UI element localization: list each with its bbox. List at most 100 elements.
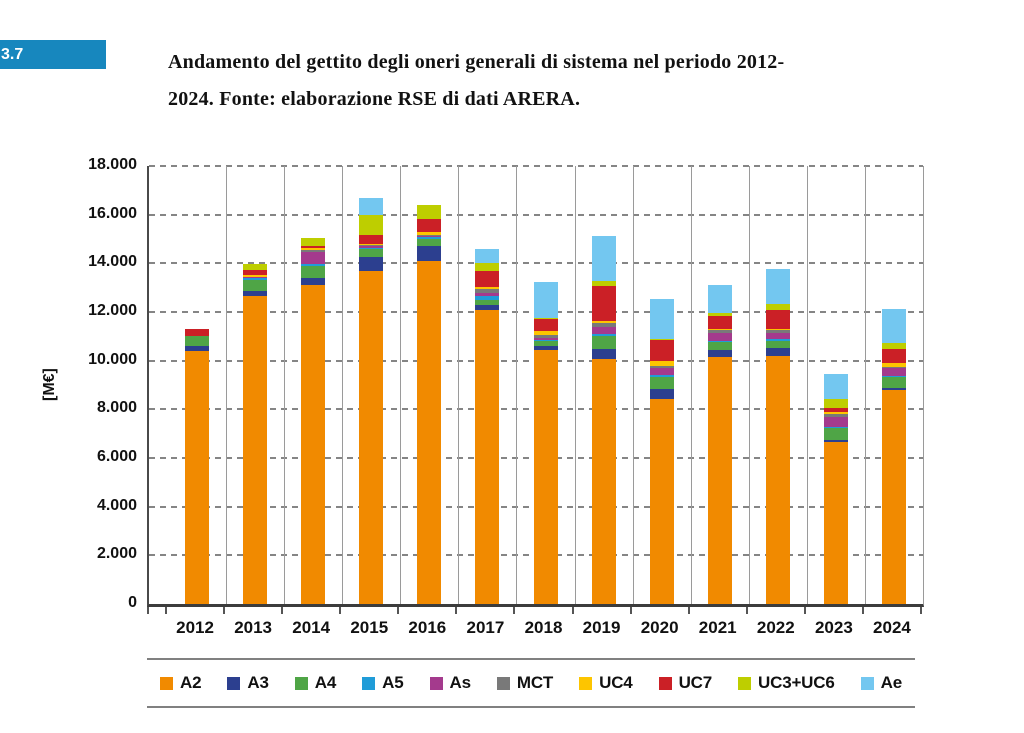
bar-segment-2024-As [881, 368, 906, 376]
column-separator [226, 166, 228, 604]
bar-segment-2014-UC3+UC6 [301, 237, 326, 247]
x-tick [745, 607, 748, 614]
bar-segment-2012-A2 [185, 350, 210, 604]
y-tick-label-14000: 14.000 [88, 253, 137, 271]
bar-segment-2020-Ae [649, 299, 674, 339]
bar-segment-2022-A4 [765, 340, 790, 348]
bar-2016 [417, 205, 442, 604]
legend-label-A4: A4 [314, 673, 337, 692]
legend-label-UC3+UC6: UC3+UC6 [758, 673, 835, 692]
bar-segment-2017-UC4 [475, 287, 500, 289]
column-separator [342, 166, 344, 604]
y-tick-label-10000: 10.000 [88, 350, 137, 368]
bar-segment-2013-A5 [243, 278, 268, 280]
y-tick-label-8000: 8.000 [96, 399, 137, 417]
bar-segment-2022-A5 [765, 339, 790, 341]
bar-segment-2017-A5 [475, 296, 500, 301]
bar-segment-2016-UC3+UC6 [417, 205, 442, 219]
bar-segment-2018-MCT [533, 335, 558, 338]
column-separator [806, 166, 808, 604]
x-tick-label-2014: 2014 [292, 618, 331, 637]
bar-2024 [881, 309, 906, 604]
bar-segment-2017-MCT [475, 288, 500, 294]
x-tick [147, 607, 149, 614]
bar-segment-2024-A5 [881, 375, 906, 377]
bar-segment-2018-As [533, 337, 558, 340]
legend-swatch-UC4 [579, 676, 593, 690]
legend-label-Ae: Ae [880, 673, 903, 692]
bar-segment-2022-UC4 [765, 328, 790, 331]
bar-segment-2018-UC7 [533, 319, 558, 332]
x-axis-labels: 2012 2013 2014 2015 2016 2017 2018 2019 2020 2021… [147, 618, 921, 642]
bar-segment-2019-MCT [591, 322, 616, 328]
legend-item-UC3+UC6: UC3+UC6 [738, 673, 835, 693]
bar-segment-2020-A5 [649, 375, 674, 378]
bar-segment-2024-A3 [881, 387, 906, 390]
bar-segment-2020-UC4 [649, 361, 674, 366]
bar-segment-2015-MCT [359, 245, 384, 247]
bar-segment-2022-Ae [765, 269, 790, 304]
x-tick [223, 607, 226, 614]
column-separator [690, 166, 692, 604]
chart: [M€] 0 2.000 4.000 6.000 8.000 10.000 12.000 14… [0, 156, 1024, 637]
bar-segment-2014-A3 [301, 277, 326, 286]
bar-segment-2019-A4 [591, 335, 616, 349]
bar-segment-2021-A2 [707, 357, 732, 604]
bar-segment-2023-MCT [823, 413, 848, 418]
bar-2015 [359, 197, 384, 604]
gridline-14000 [149, 262, 923, 265]
bar-2023 [823, 373, 848, 604]
legend-item-UC4: UC4 [579, 673, 633, 693]
bar-segment-2021-UC4 [707, 328, 732, 331]
bar-segment-2017-UC3+UC6 [475, 263, 500, 271]
legend-swatch-As [429, 676, 443, 690]
y-tick-label-16000: 16.000 [88, 204, 137, 222]
y-tick-label-12000: 12.000 [88, 302, 137, 319]
x-tick-label-2022: 2022 [756, 618, 795, 637]
bar-segment-2013-A4 [243, 279, 268, 292]
figure-title-line2: 2024. Fonte: elaborazione RSE di dati AR… [168, 88, 581, 110]
bar-segment-2022-A3 [765, 347, 790, 356]
bar-segment-2017-UC7 [475, 270, 500, 288]
bar-segment-2021-UC7 [707, 316, 732, 329]
bar-segment-2016-MCT [417, 234, 442, 236]
legend: A2 A3 A4 A5 As MCT UC4 UC7 UC3+UC6 Ae [147, 658, 915, 708]
bar-segment-2023-Ae [823, 373, 848, 400]
y-tick-label-0: 0 [128, 594, 137, 611]
column-separator [574, 166, 576, 604]
bar-segment-2019-UC3+UC6 [591, 281, 616, 286]
bar-segment-2018-Ae [533, 282, 558, 319]
bar-segment-2021-A5 [707, 340, 732, 343]
bar-segment-2016-UC7 [417, 218, 442, 233]
legend-item-A3: A3 [227, 673, 269, 693]
x-tick [397, 607, 400, 614]
x-tick [687, 607, 690, 614]
bar-2019 [591, 235, 616, 604]
bar-segment-2019-A3 [591, 349, 616, 360]
bar-segment-2023-UC3+UC6 [823, 399, 848, 408]
bar-segment-2023-UC7 [823, 407, 848, 412]
bar-2021 [707, 285, 732, 604]
bar-2012 [185, 329, 210, 604]
bar-segment-2014-A4 [301, 266, 326, 278]
bar-segment-2016-A2 [417, 260, 442, 604]
figure-title: Andamento del gettito degli oneri genera… [168, 44, 868, 118]
bar-segment-2018-A4 [533, 340, 558, 347]
y-tick-label-4000: 4.000 [96, 496, 137, 514]
bar-segment-2024-UC4 [881, 363, 906, 367]
bar-segment-2013-UC4 [243, 275, 268, 277]
bar-segment-2015-As [359, 246, 384, 248]
bar-segment-2019-A5 [591, 333, 616, 336]
gridline-16000 [149, 213, 923, 216]
plot-area [147, 165, 924, 607]
bar-segment-2022-MCT [765, 330, 790, 334]
bar-segment-2024-A2 [881, 389, 906, 604]
bar-segment-2018-A3 [533, 346, 558, 350]
bar-segment-2016-As [417, 235, 442, 237]
x-tick-label-2023: 2023 [814, 618, 853, 637]
x-tick [513, 607, 516, 614]
bar-segment-2014-A2 [301, 285, 326, 604]
bar-segment-2022-UC7 [765, 309, 790, 329]
x-tick-label-2020: 2020 [640, 618, 679, 637]
legend-item-UC7: UC7 [658, 673, 712, 693]
